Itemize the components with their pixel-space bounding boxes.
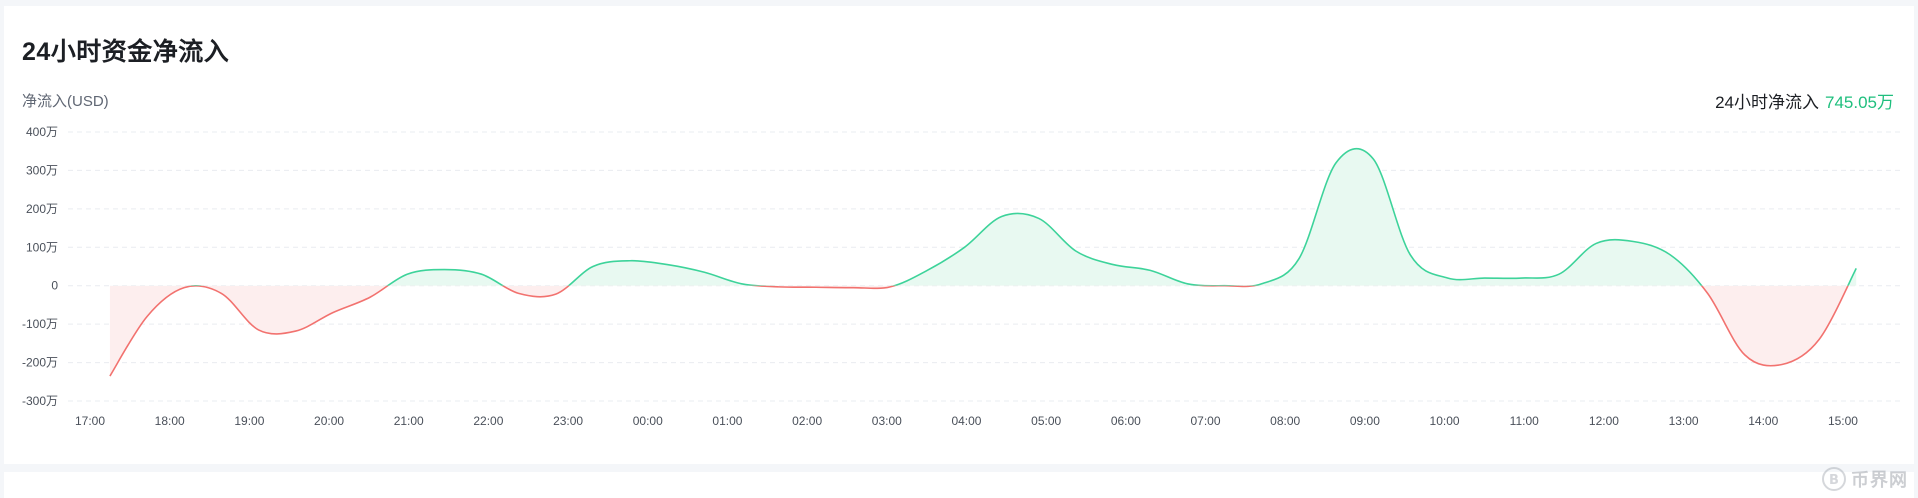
data-point[interactable] <box>1074 249 1078 253</box>
x-tick-label: 02:00 <box>792 414 822 428</box>
x-tick-label: 18:00 <box>155 414 185 428</box>
x-tick-label: 19:00 <box>234 414 264 428</box>
data-point[interactable] <box>405 272 409 276</box>
x-tick-label: 01:00 <box>712 414 742 428</box>
positive-area <box>109 148 1857 286</box>
y-tick-label: -100万 <box>22 317 58 331</box>
data-point[interactable] <box>1557 272 1561 276</box>
data-point[interactable] <box>1260 282 1264 286</box>
data-point[interactable] <box>1631 240 1635 244</box>
data-point[interactable] <box>108 374 112 378</box>
data-point[interactable] <box>1371 157 1375 161</box>
net-inflow-summary: 24小时净流入 745.05万 <box>1715 88 1894 113</box>
data-point[interactable] <box>182 286 186 290</box>
summary-value: 745.05万 <box>1825 93 1894 112</box>
y-tick-label: 400万 <box>26 125 58 139</box>
negative-area <box>109 285 1848 377</box>
data-point[interactable] <box>628 259 632 263</box>
watermark-text: 币界网 <box>1851 470 1908 490</box>
x-tick-label: 00:00 <box>633 414 663 428</box>
data-point[interactable] <box>1000 215 1004 219</box>
x-tick-label: 05:00 <box>1031 414 1061 428</box>
x-tick-label: 12:00 <box>1589 414 1619 428</box>
data-point[interactable] <box>1743 353 1747 357</box>
x-tick-label: 15:00 <box>1828 414 1858 428</box>
svg-text:B: B <box>1829 473 1839 488</box>
data-point[interactable] <box>814 285 818 289</box>
data-point[interactable] <box>479 272 483 276</box>
data-point[interactable] <box>294 329 298 333</box>
positive-line <box>188 148 1857 286</box>
x-tick-label: 20:00 <box>314 414 344 428</box>
data-point[interactable] <box>740 282 744 286</box>
data-point[interactable] <box>219 291 223 295</box>
data-point[interactable] <box>145 314 149 318</box>
watermark: B 币界网 <box>1821 466 1908 492</box>
summary-label: 24小时净流入 <box>1715 93 1819 112</box>
y-tick-label: -300万 <box>22 394 58 408</box>
data-point[interactable] <box>1334 161 1338 165</box>
data-point[interactable] <box>591 265 595 269</box>
data-point[interactable] <box>554 292 558 296</box>
net-inflow-card: 24小时资金净流入 净流入(USD) 24小时净流入 745.05万 <box>4 6 1914 464</box>
data-point[interactable] <box>517 291 521 295</box>
y-tick-label: 300万 <box>26 163 58 177</box>
data-point[interactable] <box>1817 338 1821 342</box>
data-point[interactable] <box>777 285 781 289</box>
data-point[interactable] <box>1854 266 1858 270</box>
data-point[interactable] <box>368 295 372 299</box>
data-point[interactable] <box>1185 282 1189 286</box>
watermark-logo-icon: B <box>1822 467 1846 491</box>
x-tick-label: 07:00 <box>1191 414 1221 428</box>
x-tick-label: 13:00 <box>1669 414 1699 428</box>
data-point[interactable] <box>1223 284 1227 288</box>
x-tick-label: 23:00 <box>553 414 583 428</box>
unit-label: 净流入(USD) <box>22 93 109 110</box>
data-point[interactable] <box>1446 276 1450 280</box>
y-tick-label: 200万 <box>26 202 58 216</box>
net-inflow-areas <box>109 148 1857 377</box>
data-point[interactable] <box>257 328 261 332</box>
net-inflow-lines <box>108 148 1858 378</box>
data-point[interactable] <box>331 311 335 315</box>
data-point[interactable] <box>851 286 855 290</box>
y-tick-label: 0 <box>51 279 58 293</box>
data-point[interactable] <box>1520 276 1524 280</box>
data-point[interactable] <box>1668 253 1672 257</box>
y-tick-label: 100万 <box>26 240 58 254</box>
y-tick-label: -200万 <box>22 356 58 370</box>
x-tick-label: 08:00 <box>1270 414 1300 428</box>
data-point[interactable] <box>1148 268 1152 272</box>
data-point[interactable] <box>1408 253 1412 257</box>
data-point[interactable] <box>925 268 929 272</box>
x-tick-label: 03:00 <box>872 414 902 428</box>
data-point[interactable] <box>1297 257 1301 261</box>
x-tick-label: 22:00 <box>473 414 503 428</box>
x-tick-label: 14:00 <box>1748 414 1778 428</box>
x-tick-label: 10:00 <box>1430 414 1460 428</box>
data-point[interactable] <box>1594 241 1598 245</box>
data-point[interactable] <box>1111 263 1115 267</box>
next-section-card <box>4 472 1914 498</box>
x-tick-label: 11:00 <box>1510 414 1539 428</box>
x-tick-label: 06:00 <box>1111 414 1141 428</box>
card-title: 24小时资金净流入 <box>22 38 230 66</box>
data-point[interactable] <box>1483 276 1487 280</box>
data-point[interactable] <box>963 245 967 249</box>
data-point[interactable] <box>665 263 669 267</box>
x-tick-label: 21:00 <box>394 414 424 428</box>
data-point[interactable] <box>442 268 446 272</box>
data-point[interactable] <box>1780 362 1784 366</box>
y-axis-ticks: 400万 300万 200万 100万 0 -100万 -200万 -300万 <box>22 125 58 408</box>
x-tick-label: 04:00 <box>951 414 981 428</box>
x-axis-ticks: 17:00 18:00 19:00 20:00 21:00 22:00 23:00 00:00… <box>75 414 1858 428</box>
x-tick-label: 17:00 <box>75 414 105 428</box>
data-point[interactable] <box>1706 291 1710 295</box>
data-point[interactable] <box>1037 216 1041 220</box>
data-point[interactable] <box>702 270 706 274</box>
x-tick-label: 09:00 <box>1350 414 1380 428</box>
data-point[interactable] <box>888 285 892 289</box>
